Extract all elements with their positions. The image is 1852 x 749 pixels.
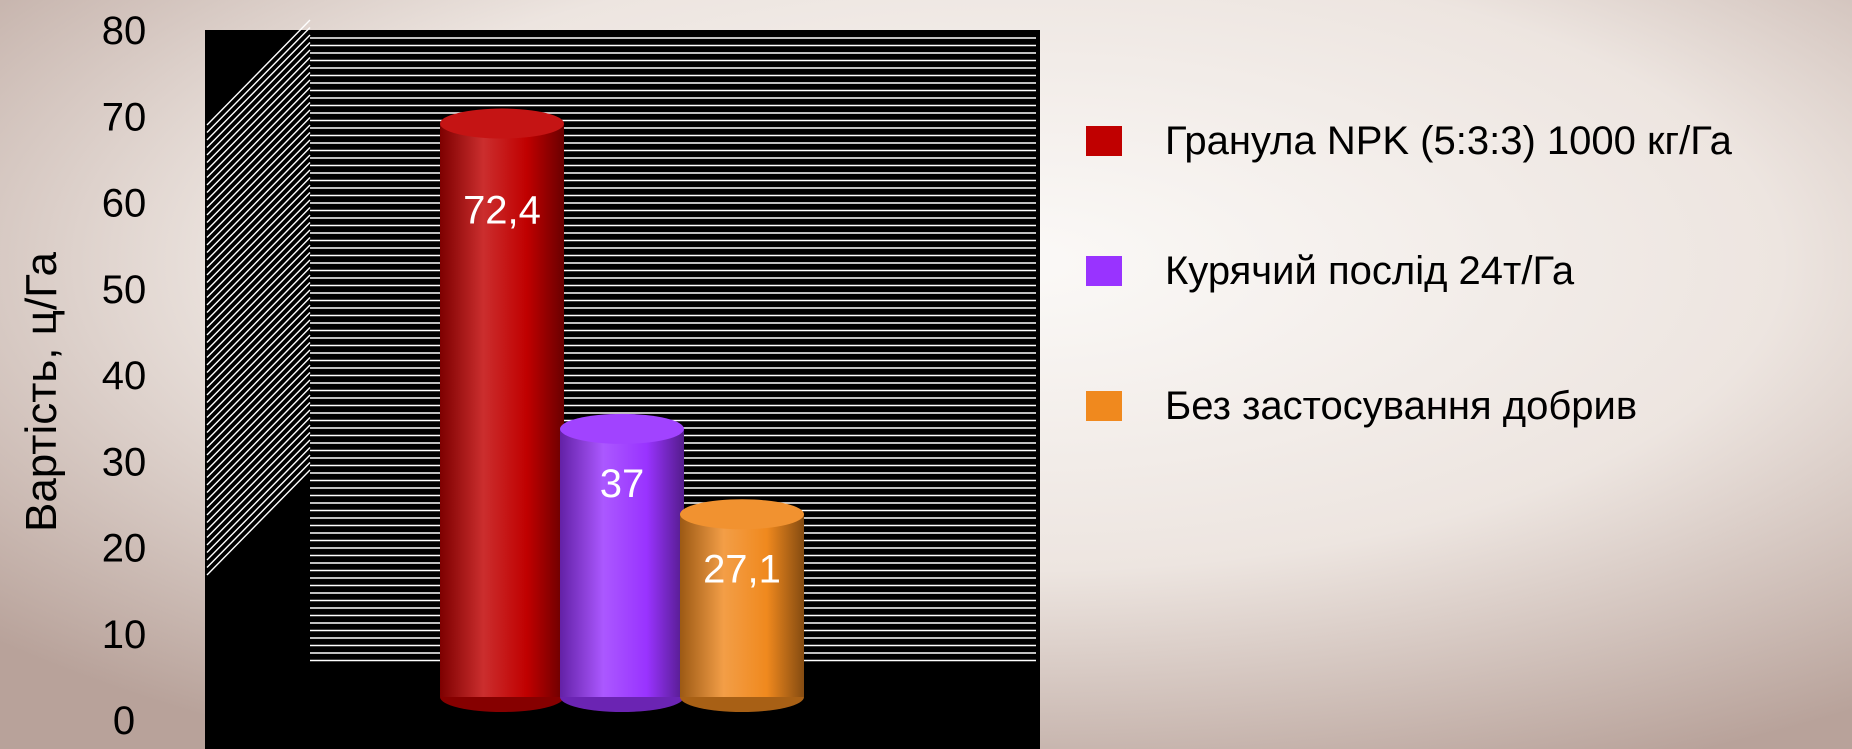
plot-area xyxy=(205,19,1040,749)
y-tick-label: 10 xyxy=(102,613,147,657)
y-tick-label: 60 xyxy=(102,182,147,226)
bars: 72,4 37 27,1 xyxy=(440,108,804,712)
legend-label: Курячий послід 24т/Га xyxy=(1165,249,1575,293)
legend-swatch xyxy=(1086,391,1122,421)
legend-swatch xyxy=(1086,256,1122,286)
bar-top xyxy=(440,108,564,139)
bar xyxy=(440,123,564,698)
y-tick-label: 40 xyxy=(102,354,147,398)
bar-top xyxy=(560,413,684,444)
y-tick-label: 70 xyxy=(102,95,147,139)
y-tick-label: 80 xyxy=(102,9,147,53)
y-axis: 0 10 20 30 40 50 60 70 80 xyxy=(102,9,147,743)
y-tick-label: 20 xyxy=(102,527,147,571)
legend-label: Без застосування добрив xyxy=(1165,384,1637,428)
legend-label: Гранула NPK (5:3:3) 1000 кг/Га xyxy=(1165,119,1733,163)
legend-swatch xyxy=(1086,126,1122,156)
data-label: 37 xyxy=(600,462,645,506)
legend: Гранула NPK (5:3:3) 1000 кг/Га Курячий по… xyxy=(1086,119,1733,428)
y-tick-label: 0 xyxy=(113,699,135,743)
y-tick-label: 50 xyxy=(102,268,147,312)
bar xyxy=(680,514,804,697)
data-label: 27,1 xyxy=(703,547,781,591)
y-axis-label: Вартість, ц/Га xyxy=(17,251,66,532)
data-label: 72,4 xyxy=(463,189,541,233)
y-tick-label: 30 xyxy=(102,440,147,484)
bar-top xyxy=(680,499,804,530)
bar xyxy=(560,428,684,697)
